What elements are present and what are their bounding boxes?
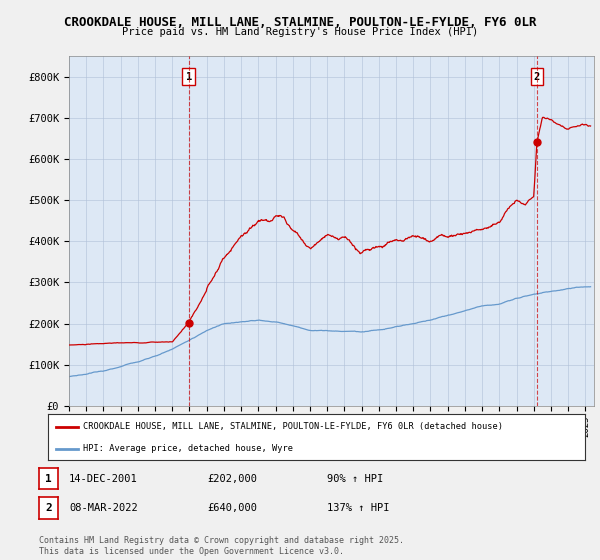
Text: 90% ↑ HPI: 90% ↑ HPI [327, 474, 383, 484]
Text: 14-DEC-2001: 14-DEC-2001 [69, 474, 138, 484]
Text: 08-MAR-2022: 08-MAR-2022 [69, 503, 138, 513]
Text: 137% ↑ HPI: 137% ↑ HPI [327, 503, 389, 513]
Text: 2: 2 [534, 72, 540, 82]
Text: 2: 2 [45, 503, 52, 513]
Text: £202,000: £202,000 [207, 474, 257, 484]
Text: 1: 1 [45, 474, 52, 484]
Text: Contains HM Land Registry data © Crown copyright and database right 2025.
This d: Contains HM Land Registry data © Crown c… [39, 536, 404, 556]
Text: £640,000: £640,000 [207, 503, 257, 513]
Text: Price paid vs. HM Land Registry's House Price Index (HPI): Price paid vs. HM Land Registry's House … [122, 27, 478, 37]
Text: CROOKDALE HOUSE, MILL LANE, STALMINE, POULTON-LE-FYLDE, FY6 0LR (detached house): CROOKDALE HOUSE, MILL LANE, STALMINE, PO… [83, 422, 503, 431]
Text: HPI: Average price, detached house, Wyre: HPI: Average price, detached house, Wyre [83, 444, 293, 454]
Text: CROOKDALE HOUSE, MILL LANE, STALMINE, POULTON-LE-FYLDE, FY6 0LR: CROOKDALE HOUSE, MILL LANE, STALMINE, PO… [64, 16, 536, 29]
Text: 1: 1 [185, 72, 192, 82]
